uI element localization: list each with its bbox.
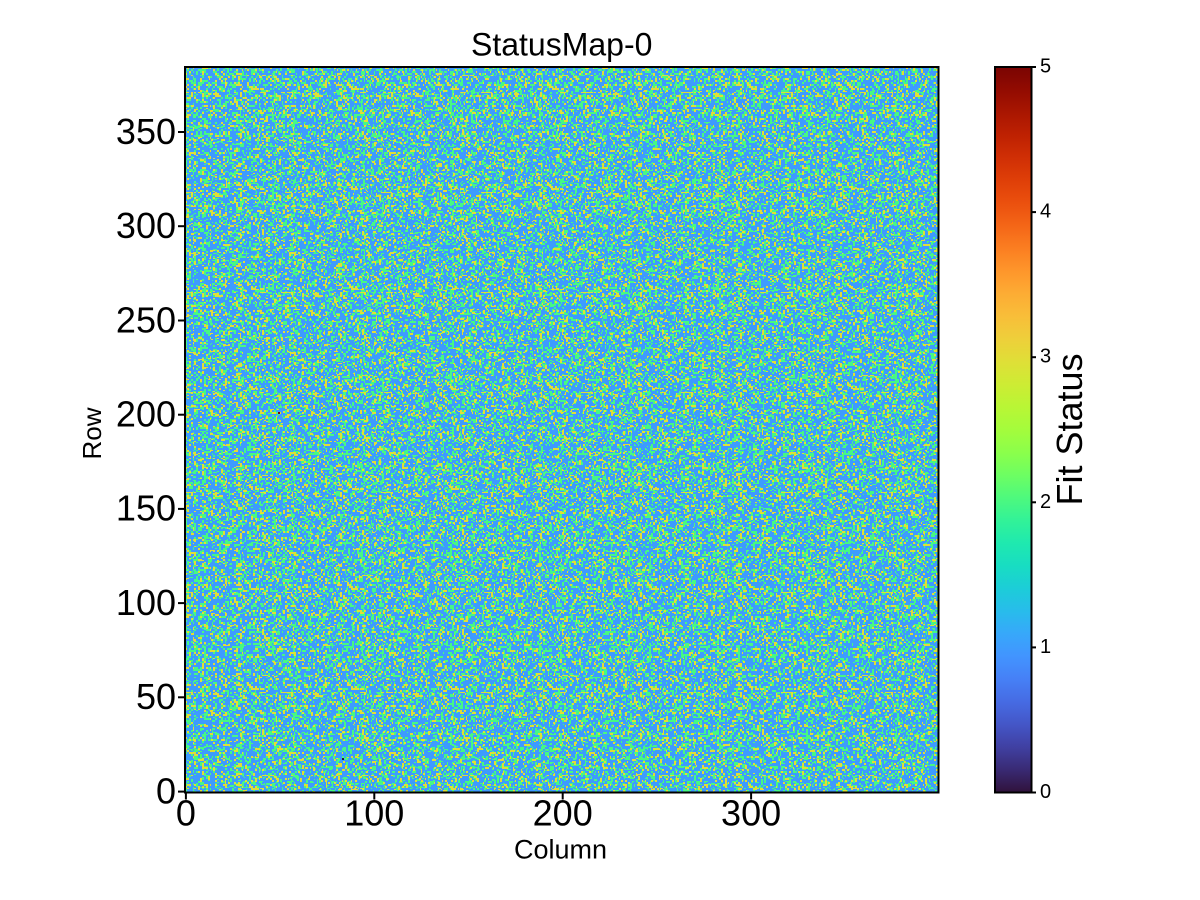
svg-text:100: 100 (116, 582, 176, 623)
svg-text:50: 50 (136, 676, 176, 717)
svg-text:350: 350 (116, 111, 176, 152)
svg-text:4: 4 (1040, 201, 1051, 223)
svg-text:200: 200 (116, 394, 176, 435)
svg-text:Column: Column (514, 835, 607, 865)
svg-text:Row: Row (77, 407, 107, 459)
svg-text:0: 0 (176, 793, 196, 834)
svg-text:StatusMap-0: StatusMap-0 (471, 27, 652, 63)
svg-text:200: 200 (533, 793, 593, 834)
svg-text:1: 1 (1040, 636, 1051, 658)
svg-text:150: 150 (116, 488, 176, 529)
svg-text:0: 0 (1040, 781, 1051, 803)
svg-text:5: 5 (1040, 56, 1051, 78)
svg-text:Fit Status: Fit Status (1049, 353, 1090, 505)
svg-text:100: 100 (344, 793, 404, 834)
svg-text:0: 0 (156, 770, 176, 811)
svg-text:300: 300 (721, 793, 781, 834)
svg-text:2: 2 (1040, 491, 1051, 513)
svg-text:300: 300 (116, 205, 176, 246)
svg-text:3: 3 (1040, 346, 1051, 368)
svg-text:250: 250 (116, 299, 176, 340)
